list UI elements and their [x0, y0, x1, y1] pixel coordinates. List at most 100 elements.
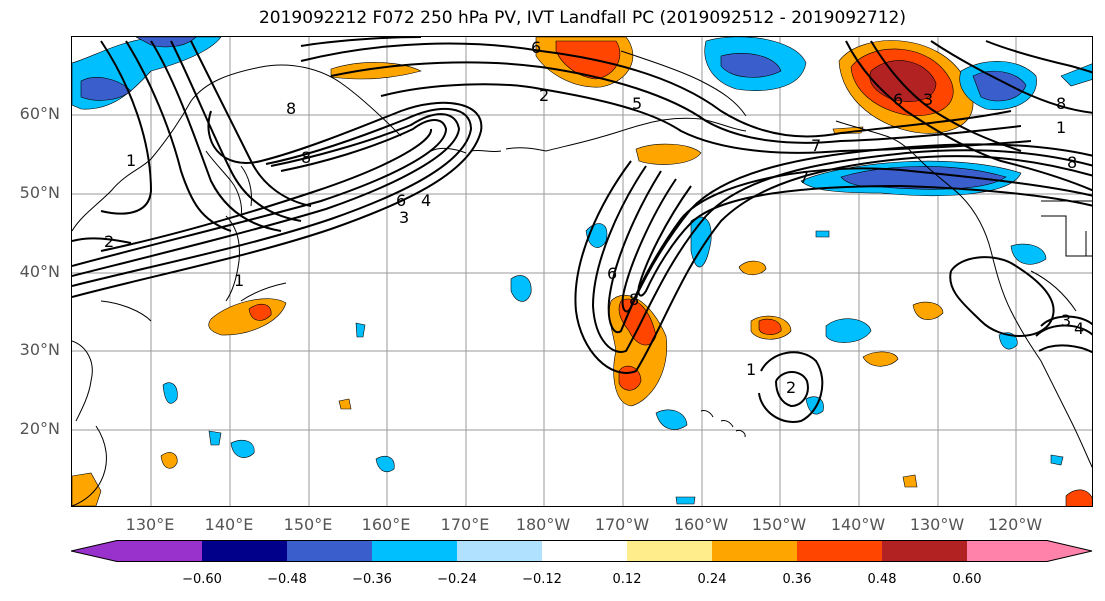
lon-label: 140°W [830, 515, 886, 534]
contour-label: 5 [632, 94, 642, 113]
contour-label: 1 [746, 360, 756, 379]
contour-label: 8 [286, 99, 296, 118]
lon-label: 120°W [987, 515, 1043, 534]
positive-anomaly [869, 60, 937, 102]
positive-anomaly [208, 298, 287, 336]
positive-anomaly [160, 452, 178, 469]
negative-anomaly [80, 77, 132, 101]
contour-label: 2 [786, 378, 796, 397]
negative-anomaly [998, 332, 1018, 350]
colorbar [71, 540, 1093, 562]
map-title: 2019092212 F072 250 hPa PV, IVT Landfall… [258, 8, 906, 28]
contour-label: 4 [421, 191, 431, 210]
contour-label: 1 [126, 151, 136, 170]
lon-label: 170°E [440, 515, 490, 534]
colorbar-tick: 0.12 [612, 572, 642, 587]
colorbar-segment [542, 540, 627, 562]
colorbar-tick: 0.36 [782, 572, 812, 587]
colorbar-tick: −0.24 [437, 572, 477, 587]
colorbar-tick: 0.60 [952, 572, 982, 587]
colorbar-segment [627, 540, 712, 562]
negative-anomaly [1010, 243, 1047, 265]
contour-label: 7 [799, 168, 809, 187]
lon-label: 160°W [673, 515, 729, 534]
map-canvas: 2 1 8 8 3 4 6 6 2 5 6 8 7 7 1 2 6 3 1 8 … [72, 37, 1092, 506]
lon-label: 150°W [751, 515, 807, 534]
map-panel: 2 1 8 8 3 4 6 6 2 5 6 8 7 7 1 2 6 3 1 8 … [71, 36, 1093, 507]
graticule [72, 37, 1092, 506]
negative-anomaly [1060, 63, 1092, 87]
colorbar-segment [287, 540, 372, 562]
negative-anomaly [655, 409, 688, 430]
lon-label: 150°E [283, 515, 333, 534]
contour-label: 3 [923, 90, 933, 109]
lon-label: 170°W [594, 515, 650, 534]
negative-anomaly [355, 322, 366, 338]
contour-label: 1 [1056, 118, 1066, 137]
negative-anomaly [675, 496, 696, 505]
positive-anomaly [862, 351, 899, 367]
negative-anomaly [720, 53, 782, 78]
colorbar-tick: −0.12 [522, 572, 562, 587]
lon-label: 180°W [515, 515, 571, 534]
contour-label: 4 [1074, 319, 1084, 338]
contour-labels: 2 1 8 8 3 4 6 6 2 5 6 8 7 7 1 2 6 3 1 8 … [104, 38, 1084, 397]
colorbar-segment [882, 540, 967, 562]
contour-label: 8 [1056, 94, 1066, 113]
positive-anomaly [635, 143, 702, 165]
negative-anomaly [825, 318, 872, 343]
positive-anomaly [72, 472, 102, 506]
contour-label: 1 [234, 271, 244, 290]
lat-label: 20°N [19, 419, 60, 438]
negative-anomaly [162, 382, 178, 404]
negative-anomaly [510, 275, 532, 302]
contour-label: 2 [104, 232, 114, 251]
contour-label: 7 [811, 136, 821, 155]
negative-anomaly [805, 396, 824, 415]
negative-anomaly [208, 430, 222, 446]
contour-label: 6 [893, 90, 903, 109]
contour-label: 8 [629, 290, 639, 309]
negative-anomaly [375, 456, 395, 472]
colorbar-tick: −0.36 [352, 572, 392, 587]
negative-anomaly [230, 440, 255, 458]
positive-anomaly [1065, 489, 1092, 506]
contour-label: 8 [301, 148, 311, 167]
colorbar-segment [797, 540, 882, 562]
negative-anomaly [135, 37, 197, 48]
contour-label: 6 [396, 191, 406, 210]
negative-anomaly [972, 70, 1027, 102]
lon-label: 140°E [204, 515, 254, 534]
contour-label: 8 [1067, 153, 1077, 172]
colorbar-segment [457, 540, 542, 562]
positive-anomaly [338, 398, 352, 410]
positive-anomaly [738, 260, 767, 276]
lat-label: 40°N [19, 262, 60, 281]
contour-label: 6 [531, 38, 541, 57]
negative-anomaly [1050, 454, 1064, 466]
colorbar-segment [372, 540, 457, 562]
lon-label: 130°W [909, 515, 965, 534]
lon-label: 160°E [361, 515, 411, 534]
contour-label: 3 [399, 208, 409, 227]
contour-label: 6 [607, 264, 617, 283]
contour-label: 3 [1061, 311, 1071, 330]
positive-anomaly [902, 474, 918, 488]
negative-anomaly [815, 230, 830, 238]
colorbar-tick: −0.48 [267, 572, 307, 587]
contour-label: 2 [539, 86, 549, 105]
colorbar-segment [967, 540, 1092, 562]
colorbar-tick: 0.24 [697, 572, 727, 587]
lat-label: 50°N [19, 183, 60, 202]
colorbar-segment [712, 540, 797, 562]
positive-anomaly [248, 303, 272, 321]
lon-label: 130°E [125, 515, 175, 534]
positive-anomaly [555, 40, 621, 80]
colorbar-tick: 0.48 [867, 572, 897, 587]
colorbar-segment [71, 540, 202, 562]
colorbar-tick: −0.60 [182, 572, 222, 587]
colorbar-segment [202, 540, 287, 562]
positive-anomaly [758, 318, 782, 335]
colorbar-outline [71, 540, 1093, 562]
pv-contours [72, 37, 1092, 423]
